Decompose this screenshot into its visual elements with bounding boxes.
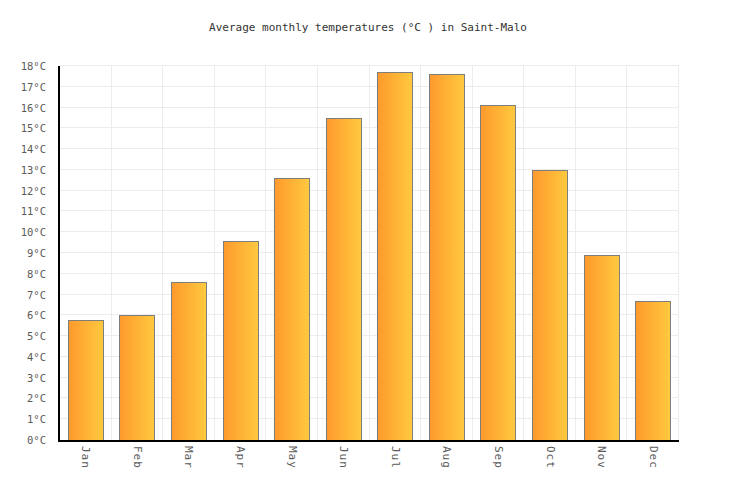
y-tick-label: 6°C	[27, 309, 46, 322]
bar-apr	[223, 241, 259, 440]
y-axis-labels: 0°C1°C2°C3°C4°C5°C6°C7°C8°C9°C10°C11°C12…	[0, 66, 52, 440]
bar-jun	[326, 118, 362, 440]
x-tick-label: Apr	[234, 446, 247, 469]
y-tick-label: 9°C	[27, 247, 46, 260]
y-tick-label: 10°C	[21, 226, 46, 239]
x-tick-label: Jul	[389, 446, 402, 469]
bar-jan	[68, 320, 104, 441]
y-tick-label: 0°C	[27, 434, 46, 447]
y-tick-label: 8°C	[27, 268, 46, 281]
y-tick-label: 7°C	[27, 289, 46, 302]
x-tick-label: Nov	[595, 446, 608, 469]
bar-aug	[429, 74, 465, 440]
x-tick-label: Jan	[79, 446, 92, 469]
bar-oct	[532, 170, 568, 440]
bar-may	[274, 178, 310, 440]
y-tick-label: 2°C	[27, 392, 46, 405]
y-tick-label: 1°C	[27, 413, 46, 426]
y-tick-label: 18°C	[21, 60, 46, 73]
x-axis-labels: Jan Feb Mar Apr May Jun Jul Aug Sep Oct Nov Dec	[60, 446, 679, 498]
x-tick-label: Dec	[647, 446, 660, 469]
x-tick-label: Jun	[337, 446, 350, 469]
plot-area	[58, 66, 679, 442]
y-tick-label: 13°C	[21, 164, 46, 177]
bar-mar	[171, 282, 207, 440]
y-tick-label: 12°C	[21, 185, 46, 198]
bars-layer	[60, 66, 679, 440]
x-tick-label: Sep	[492, 446, 505, 469]
y-tick-label: 3°C	[27, 372, 46, 385]
bar-sep	[480, 105, 516, 440]
y-tick-label: 4°C	[27, 351, 46, 364]
x-tick-label: Aug	[440, 446, 453, 469]
y-tick-label: 11°C	[21, 205, 46, 218]
x-tick-label: May	[286, 446, 299, 469]
y-tick-label: 15°C	[21, 122, 46, 135]
bar-jul	[377, 72, 413, 440]
y-tick-label: 16°C	[21, 102, 46, 115]
x-tick-label: Feb	[131, 446, 144, 469]
bar-dec	[635, 301, 671, 440]
x-tick-label: Oct	[544, 446, 557, 469]
y-tick-label: 5°C	[27, 330, 46, 343]
y-tick-label: 14°C	[21, 143, 46, 156]
bar-nov	[584, 255, 620, 440]
bar-feb	[119, 315, 155, 440]
chart-title: Average monthly temperatures (°C ) in Sa…	[0, 21, 736, 34]
y-tick-label: 17°C	[21, 81, 46, 94]
x-tick-label: Mar	[182, 446, 195, 469]
temperature-chart: Average monthly temperatures (°C ) in Sa…	[0, 0, 736, 500]
